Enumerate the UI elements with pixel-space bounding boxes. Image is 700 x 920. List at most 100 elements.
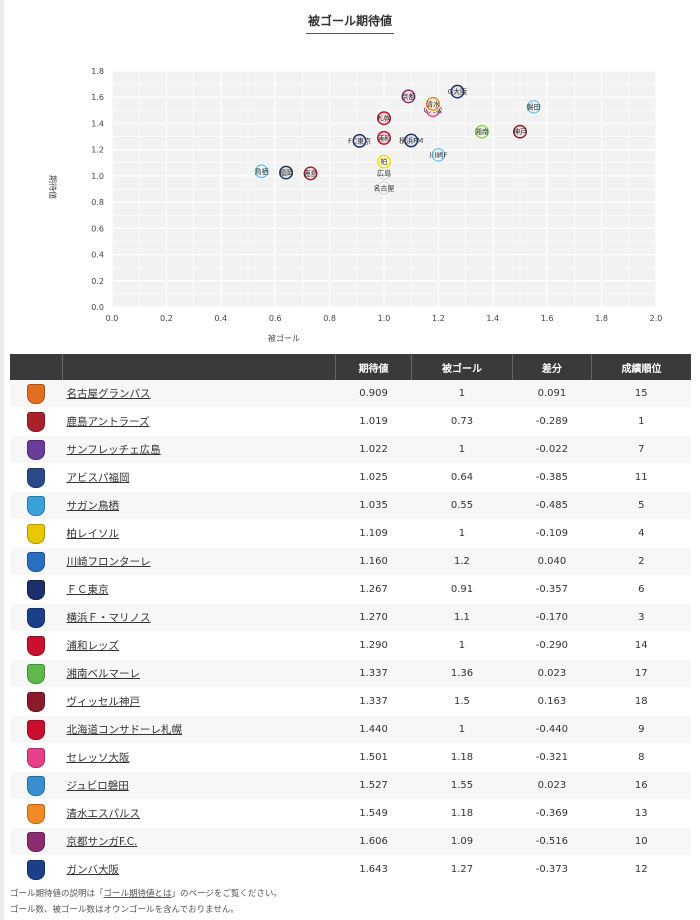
team-name-cell: 柏レイソル: [62, 519, 336, 548]
team-name-cell: 名古屋グランパス: [62, 380, 336, 408]
team-link[interactable]: ＦＣ東京: [66, 584, 109, 596]
team-link[interactable]: 北海道コンサドーレ札幌: [66, 724, 183, 736]
goals-against-cell: 1: [411, 435, 513, 464]
goals-against-cell: 1.18: [411, 743, 513, 772]
table-row: 横浜Ｆ・マリノス 1.270 1.1 -0.170 3: [10, 603, 691, 632]
team-crest-cell: [10, 491, 63, 520]
x-tick-label: 1.0: [378, 314, 391, 323]
team-link[interactable]: サガン鳥栖: [66, 500, 120, 512]
team-link[interactable]: 横浜Ｆ・マリノス: [66, 612, 151, 624]
team-name-cell: 川崎フロンターレ: [62, 547, 336, 576]
header-goals-against: 被ゴール: [411, 354, 513, 380]
diff-cell: 0.163: [512, 687, 592, 716]
header-team: [62, 354, 336, 380]
team-link[interactable]: サンフレッチェ広島: [66, 444, 161, 456]
diff-cell: -0.289: [512, 407, 592, 436]
data-point-label: 鹿島: [304, 169, 318, 178]
rank-cell: 15: [591, 380, 691, 408]
table-row: 湘南ベルマーレ 1.337 1.36 0.023 17: [10, 659, 691, 688]
team-crest-icon: [27, 691, 46, 712]
data-point-label: 名古屋: [374, 183, 395, 192]
team-link[interactable]: 川崎フロンターレ: [66, 556, 151, 568]
data-point-inner: [432, 149, 444, 161]
team-name-cell: ガンバ大阪: [62, 855, 336, 884]
team-link[interactable]: ガンバ大阪: [66, 864, 120, 876]
table-row: 清水エスパルス 1.549 1.18 -0.369 13: [10, 799, 691, 828]
team-crest-icon: [27, 663, 46, 684]
expected-value-cell: 1.025: [335, 463, 412, 492]
team-crest-cell: [10, 799, 63, 828]
goals-against-cell: 1.36: [411, 659, 513, 688]
team-crest-icon: [27, 383, 46, 404]
team-name-cell: サンフレッチェ広島: [62, 435, 336, 464]
x-tick-label: 1.2: [432, 314, 445, 323]
team-link[interactable]: 京都サンガF.C.: [66, 836, 138, 848]
team-crest-cell: [10, 547, 63, 576]
team-link[interactable]: ジュビロ磐田: [66, 780, 129, 792]
team-crest-cell: [10, 743, 63, 772]
table-row: サンフレッチェ広島 1.022 1 -0.022 7: [10, 435, 691, 464]
footnotes: ゴール期待値の説明は「ゴール期待値とは」のページをご覧ください。 ゴール数、被ゴ…: [10, 886, 282, 918]
team-crest-icon: [27, 467, 46, 488]
team-crest-icon: [27, 551, 46, 572]
x-tick-label: 0.4: [214, 314, 227, 323]
team-name-cell: サガン鳥栖: [62, 491, 336, 520]
expected-value-cell: 1.109: [335, 519, 412, 548]
team-crest-cell: [10, 435, 63, 464]
x-tick-label: 2.0: [650, 314, 663, 323]
goals-against-cell: 0.64: [411, 463, 513, 492]
team-name-cell: ＦＣ東京: [62, 575, 336, 604]
data-point-label: FC東京: [348, 136, 371, 145]
data-point-inner: [451, 86, 463, 98]
table-row: 京都サンガF.C. 1.606 1.09 -0.516 10: [10, 827, 691, 856]
team-name-cell: 京都サンガF.C.: [62, 827, 336, 856]
expected-value-cell: 1.501: [335, 743, 412, 772]
table-row: ジュビロ磐田 1.527 1.55 0.023 16: [10, 771, 691, 800]
team-link[interactable]: 名古屋グランパス: [66, 388, 151, 400]
table-row: 柏レイソル 1.109 1 -0.109 4: [10, 519, 691, 548]
team-link[interactable]: ヴィッセル神戸: [66, 696, 141, 708]
team-link[interactable]: 鹿島アントラーズ: [66, 416, 150, 428]
team-link[interactable]: 清水エスパルス: [66, 808, 141, 820]
team-link[interactable]: 浦和レッズ: [66, 640, 120, 652]
table-row: ＦＣ東京 1.267 0.91 -0.357 6: [10, 575, 691, 604]
team-link[interactable]: アビスパ福岡: [66, 472, 130, 484]
data-point-inner: [405, 134, 417, 146]
y-tick-label: 0.6: [91, 224, 104, 233]
data-point-label: 磐田: [527, 102, 541, 111]
data-point-inner: [354, 135, 366, 147]
data-point-label: 清水: [426, 99, 440, 108]
team-link[interactable]: 柏レイソル: [66, 528, 120, 540]
diff-cell: -0.485: [512, 491, 592, 520]
data-point-inner: [256, 165, 268, 177]
team-crest-icon: [27, 411, 46, 432]
y-tick-label: 0.8: [91, 198, 104, 207]
goals-against-cell: 1.27: [411, 855, 513, 884]
y-axis-label: 期待値: [48, 175, 58, 199]
team-crest-cell: [10, 771, 63, 800]
x-tick-label: 1.6: [541, 314, 554, 323]
table-row: 鹿島アントラーズ 1.019 0.73 -0.289 1: [10, 407, 691, 436]
team-crest-cell: [10, 380, 63, 408]
x-tick-label: 0.0: [106, 314, 119, 323]
data-point-label: 京都: [401, 92, 415, 101]
team-name-cell: 清水エスパルス: [62, 799, 336, 828]
data-point-inner: [378, 156, 390, 168]
xg-explanation-link[interactable]: ゴール期待値とは: [103, 889, 172, 899]
goals-against-cell: 1.1: [411, 603, 513, 632]
expected-value-cell: 1.022: [335, 435, 412, 464]
team-crest-icon: [27, 747, 46, 768]
rank-cell: 1: [591, 407, 691, 436]
team-crest-cell: [10, 659, 63, 688]
y-tick-label: 1.2: [91, 146, 104, 155]
team-crest-icon: [27, 831, 46, 852]
diff-cell: -0.109: [512, 519, 592, 548]
diff-cell: -0.170: [512, 603, 592, 632]
header-expected: 期待値: [334, 354, 412, 380]
team-link[interactable]: セレッソ大阪: [66, 752, 130, 764]
y-tick-label: 1.4: [91, 119, 104, 128]
team-name-cell: 横浜Ｆ・マリノス: [62, 603, 336, 632]
team-link[interactable]: 湘南ベルマーレ: [66, 668, 141, 680]
y-tick-label: 0.4: [91, 251, 104, 260]
team-crest-icon: [27, 635, 46, 656]
